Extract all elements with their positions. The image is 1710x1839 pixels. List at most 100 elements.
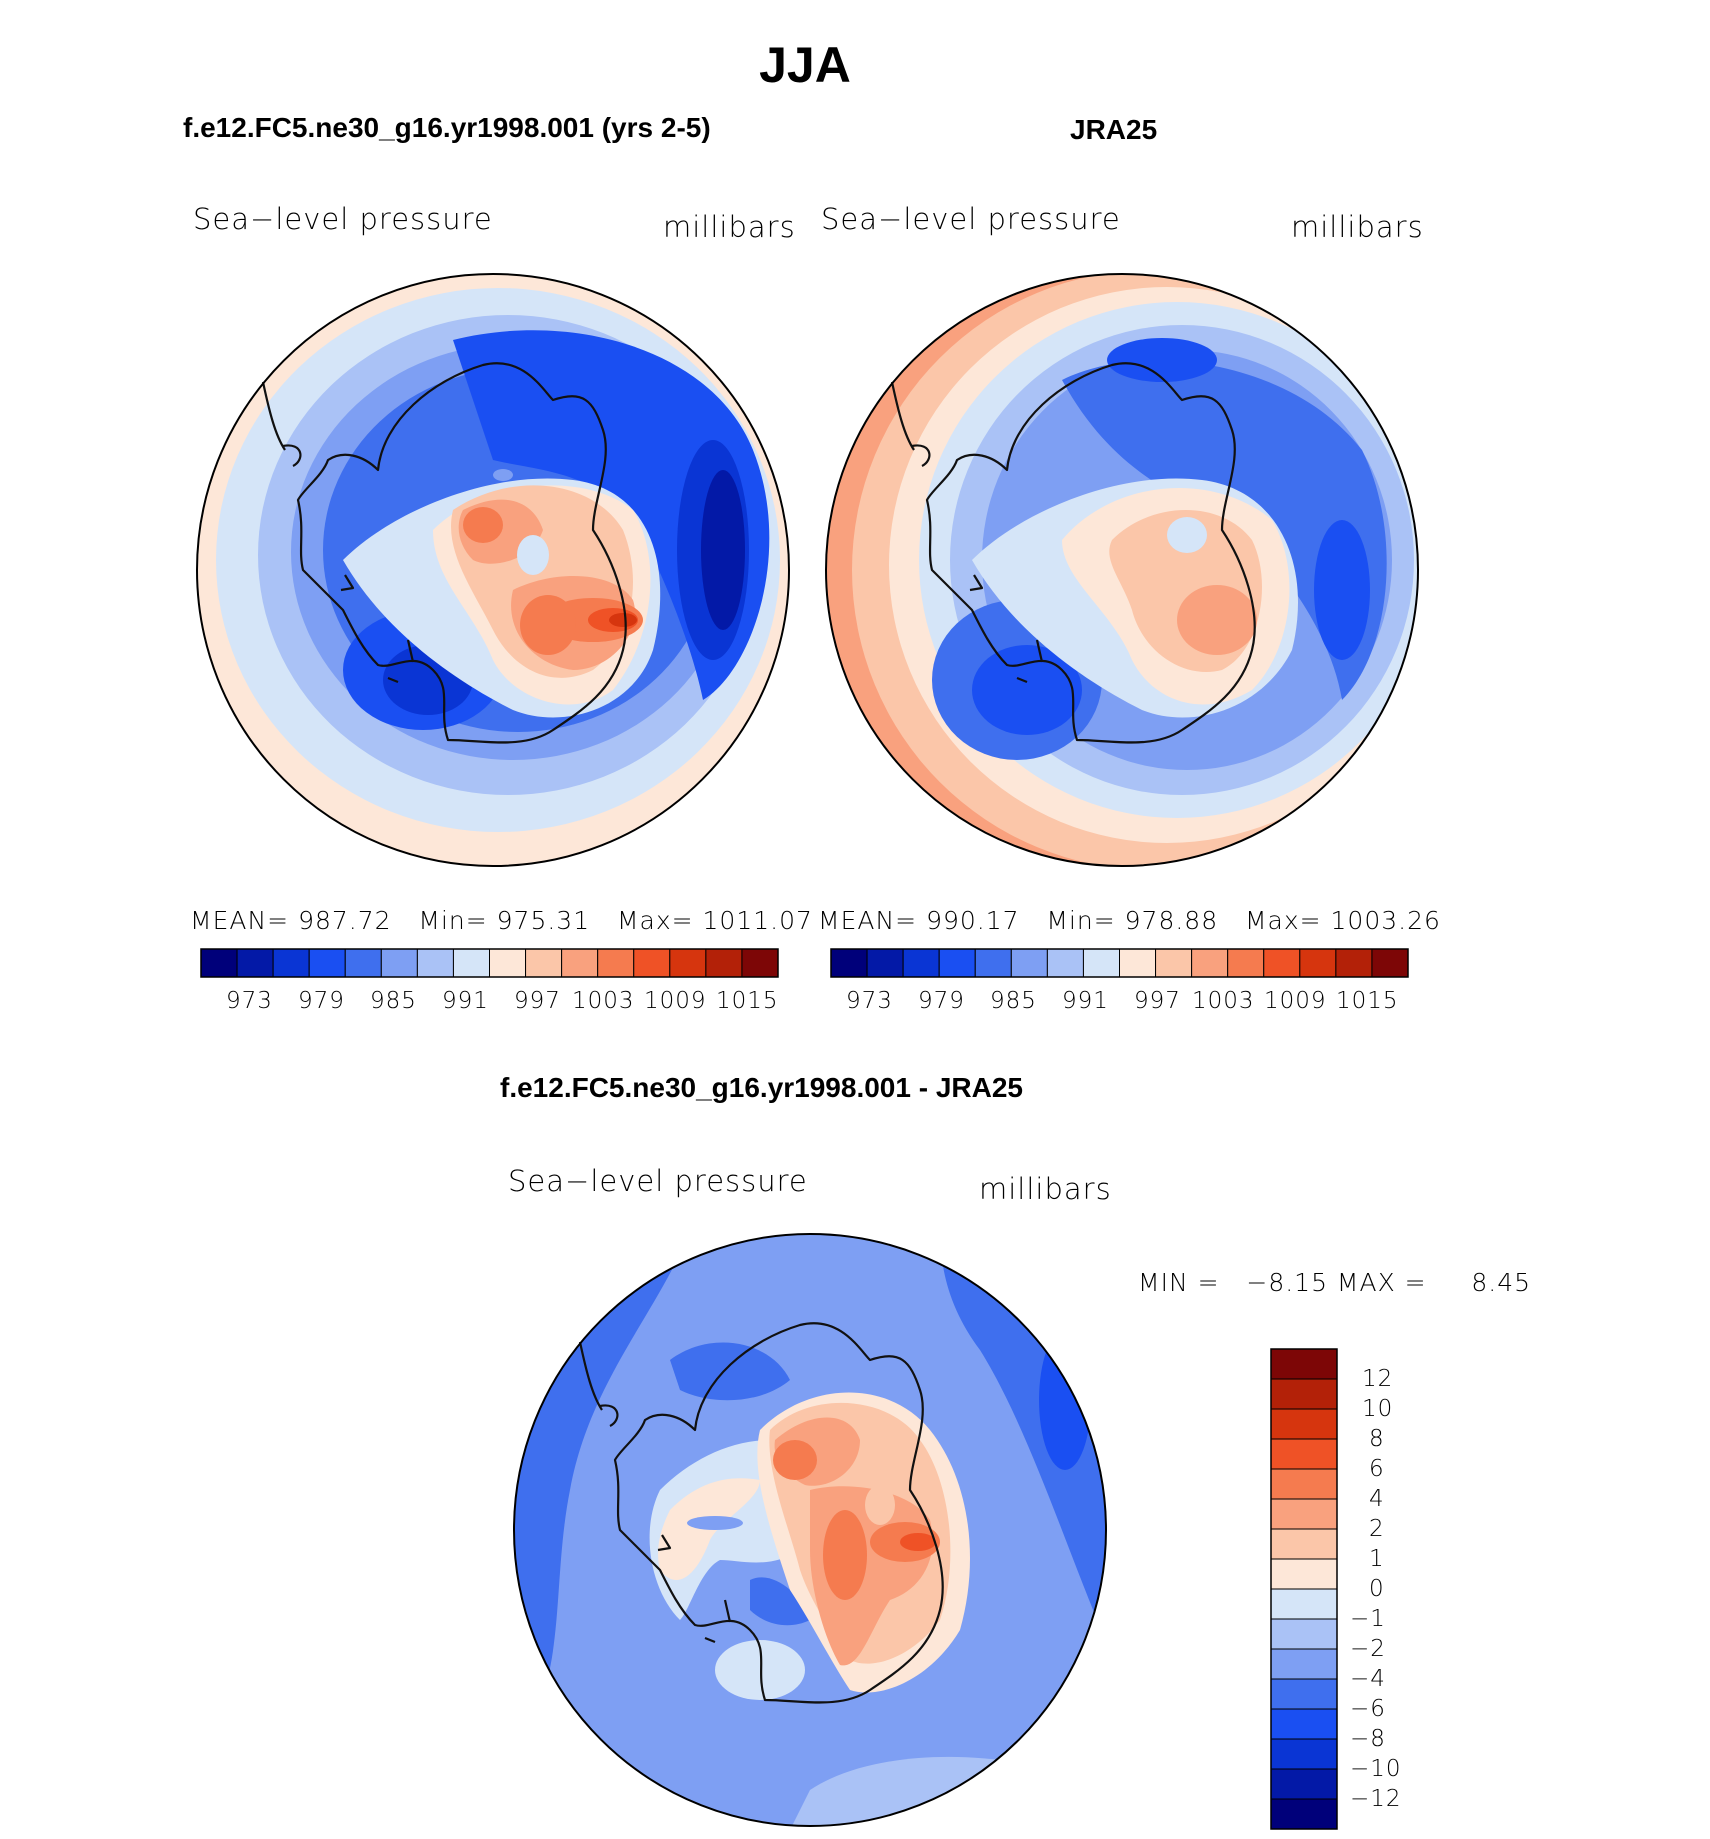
colorbar-tick-label: 979 [298,988,345,1014]
colorbar-swatch [1270,1558,1338,1590]
panel1-coastline [261,362,627,744]
colorbar-swatch [489,948,527,978]
colorbar-swatch [633,948,671,978]
colorbar-swatch [669,948,707,978]
panel1-stats: MEAN= 987.72 Min= 975.31 Max= 1011.07 [190,906,813,935]
colorbar-swatch [1299,948,1337,978]
diff-colorbar [1270,1348,1338,1830]
colorbar-tick-label: −1 [1350,1606,1386,1632]
colorbar-swatch [1270,1378,1338,1410]
colorbar-swatch [380,948,418,978]
panel2-polar-map [825,273,1419,867]
colorbar-tick-label: 991 [1062,988,1109,1014]
colorbar-tick-label: −2 [1350,1636,1386,1662]
colorbar-tick-label: 1015 [716,988,779,1014]
panel2-title: JRA25 [1070,114,1158,145]
colorbar-swatch [272,948,310,978]
colorbar-tick-label: 991 [442,988,489,1014]
colorbar-swatch [561,948,599,978]
colorbar-swatch [1270,1468,1338,1500]
colorbar-swatch [1270,1768,1338,1800]
colorbar-swatch [1270,1798,1338,1830]
colorbar-tick-label: −6 [1350,1696,1386,1722]
colorbar-tick-label: −8 [1350,1726,1386,1752]
colorbar-swatch [705,948,743,978]
colorbar-swatch [1010,948,1048,978]
colorbar-tick-label: 8 [1369,1426,1385,1452]
colorbar-tick-label: 12 [1362,1366,1394,1392]
colorbar-swatch [1082,948,1120,978]
colorbar-tick-label: 0 [1369,1576,1385,1602]
colorbar-swatch [452,948,490,978]
panel2-units-label: millibars [1291,210,1424,244]
colorbar-tick-label: 1009 [1264,988,1327,1014]
colorbar-swatch [200,948,238,978]
colorbar-tick-label: 1015 [1336,988,1399,1014]
colorbar-swatch [308,948,346,978]
panel1-polar-map [196,273,790,867]
panel2-coastline [890,362,1256,744]
colorbar-swatch [236,948,274,978]
colorbar-swatch [1270,1738,1338,1770]
colorbar-swatch [1046,948,1084,978]
colorbar-tick-label: 2 [1369,1516,1385,1542]
main-title: JJA [759,37,851,93]
panel2-colorbar-labels: 973 979 985 991 997 1003 1009 1015 [830,988,1415,1018]
diff-coastline [578,1322,944,1704]
panel1-colorbar [200,948,779,978]
colorbar-tick-label: 1009 [644,988,707,1014]
colorbar-swatch [830,948,868,978]
colorbar-tick-label: 973 [846,988,893,1014]
diff-polar-map [513,1233,1107,1827]
colorbar-swatch [1270,1678,1338,1710]
colorbar-swatch [1270,1528,1338,1560]
panel1-variable-label: Sea−level pressure [193,202,493,236]
colorbar-swatch [1119,948,1157,978]
colorbar-tick-label: 997 [514,988,561,1014]
colorbar-tick-label: 997 [1134,988,1181,1014]
colorbar-swatch [1263,948,1301,978]
colorbar-swatch [1270,1408,1338,1440]
colorbar-tick-label: 1 [1369,1546,1385,1572]
colorbar-swatch [344,948,382,978]
colorbar-swatch [866,948,904,978]
panel2-colorbar-swatches [830,948,1409,978]
colorbar-swatch [1155,948,1193,978]
colorbar-tick-label: 1003 [1192,988,1255,1014]
colorbar-tick-label: 979 [918,988,965,1014]
diff-units-label: millibars [979,1172,1112,1206]
colorbar-swatch [416,948,454,978]
colorbar-swatch [1227,948,1265,978]
colorbar-swatch [1191,948,1229,978]
colorbar-tick-label: 4 [1369,1486,1385,1512]
colorbar-swatch [1270,1438,1338,1470]
panel2-colorbar [830,948,1409,978]
panel1-colorbar-swatches [200,948,779,978]
colorbar-swatch [1270,1708,1338,1740]
colorbar-swatch [902,948,940,978]
colorbar-swatch [1335,948,1373,978]
colorbar-tick-label: 1003 [572,988,635,1014]
colorbar-swatch [525,948,563,978]
colorbar-tick-label: −10 [1350,1756,1402,1782]
colorbar-swatch [1371,948,1409,978]
colorbar-tick-label: 10 [1362,1396,1394,1422]
diff-colorbar-swatches [1270,1348,1338,1830]
colorbar-swatch [938,948,976,978]
colorbar-tick-label: −4 [1350,1666,1386,1692]
panel1-title: f.e12.FC5.ne30_g16.yr1998.001 (yrs 2-5) [183,112,711,143]
diff-variable-label: Sea−level pressure [508,1164,808,1198]
colorbar-swatch [1270,1498,1338,1530]
diff-colorbar-labels: 12 10 8 6 4 2 1 0 −1 −2 −4 −6 −8 −10 −12 [1350,1348,1430,1834]
colorbar-tick-label: 985 [990,988,1037,1014]
colorbar-swatch [741,948,779,978]
colorbar-tick-label: −12 [1350,1786,1402,1812]
panel2-stats: MEAN= 990.17 Min= 978.88 Max= 1003.26 [818,906,1441,935]
colorbar-swatch [1270,1618,1338,1650]
colorbar-tick-label: 973 [226,988,273,1014]
diff-min-max: MIN = −8.15 MAX = 8.45 [1138,1268,1532,1297]
panel2-variable-label: Sea−level pressure [821,202,1121,236]
colorbar-swatch [1270,1648,1338,1680]
panel1-colorbar-labels: 973 979 985 991 997 1003 1009 1015 [200,988,785,1018]
colorbar-swatch [597,948,635,978]
